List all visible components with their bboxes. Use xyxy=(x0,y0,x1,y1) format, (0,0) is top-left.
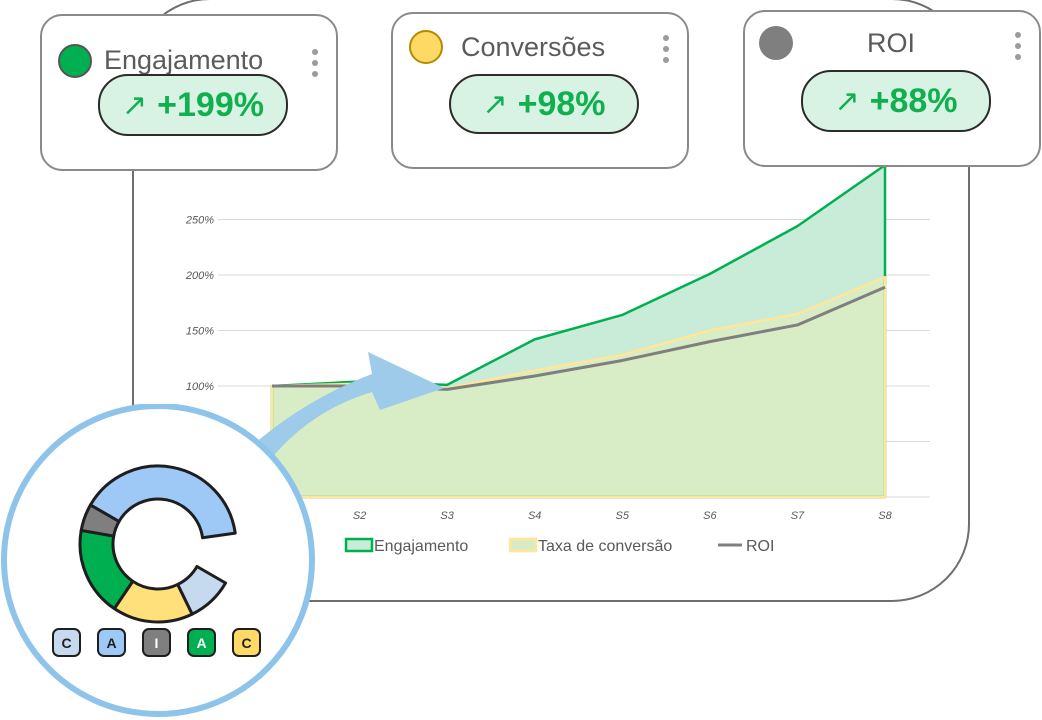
card-title: Engajamento xyxy=(104,45,264,75)
caiac-lens xyxy=(1,404,315,717)
y-tick-label: 200% xyxy=(185,270,214,282)
y-tick-label: 250% xyxy=(185,215,214,227)
engajamento-color-dot xyxy=(58,44,92,78)
logo-segment xyxy=(176,565,228,616)
trend-up-icon: ↗ xyxy=(834,84,860,118)
growth-pill: ↗ +88% xyxy=(801,70,991,132)
card-title: ROI xyxy=(867,28,916,58)
growth-value: +199% xyxy=(157,85,264,124)
x-tick-label: S4 xyxy=(528,510,541,522)
logo-segment xyxy=(112,579,194,624)
y-tick-label: 150% xyxy=(186,326,214,338)
x-tick-label: S8 xyxy=(878,510,892,522)
trend-up-icon: ↗ xyxy=(482,87,508,121)
more-options-icon[interactable] xyxy=(1015,32,1021,65)
caiac-logo-icon xyxy=(78,464,237,624)
y-axis-ticks: 100% 150% 200% 250% xyxy=(185,215,214,394)
growth-value: +88% xyxy=(869,81,958,120)
curved-arrow xyxy=(252,352,444,470)
more-options-icon[interactable] xyxy=(663,35,669,68)
legend-label: Taxa de conversão xyxy=(538,538,672,555)
logo-segment xyxy=(78,528,135,611)
legend-label: Engajamento xyxy=(374,538,468,555)
card-roi: ROI ↗ +88% xyxy=(743,10,1041,167)
growth-pill: ↗ +199% xyxy=(98,74,288,136)
legend-swatch xyxy=(508,537,538,553)
more-options-icon[interactable] xyxy=(312,49,318,82)
series-area-1 xyxy=(272,277,885,497)
card-conversoes: Conversões ↗ +98% xyxy=(391,12,689,169)
caiac-badges: C A I A C xyxy=(52,628,277,657)
x-tick-label: S6 xyxy=(703,510,717,522)
conversoes-color-dot xyxy=(409,30,443,64)
x-tick-label: S3 xyxy=(440,510,454,522)
x-tick-label: S2 xyxy=(353,510,366,522)
lens-ring xyxy=(1,404,315,717)
badge-c: C xyxy=(232,628,261,657)
badge-a: A xyxy=(187,628,216,657)
series-line-0 xyxy=(270,163,887,499)
growth-pill: ↗ +98% xyxy=(449,74,639,134)
card-engajamento: Engajamento ↗ +199% xyxy=(40,14,338,171)
x-axis-ticks: S2 S3 S4 S5 S6 S7 S8 xyxy=(353,510,893,522)
badge-i: I xyxy=(142,628,171,657)
chart-areas xyxy=(272,165,885,498)
x-tick-label: S7 xyxy=(791,510,805,522)
roi-color-dot xyxy=(759,26,793,60)
badge-c: C xyxy=(52,628,81,657)
trend-up-icon: ↗ xyxy=(122,88,148,122)
card-title: Conversões xyxy=(461,32,606,62)
logo-segment xyxy=(88,464,237,540)
badge-a: A xyxy=(97,628,126,657)
legend-label: ROI xyxy=(746,538,774,555)
chart-legend: Engajamento Taxa de conversão ROI xyxy=(344,537,774,555)
legend-swatch xyxy=(344,537,374,553)
x-tick-label: S5 xyxy=(616,510,630,522)
y-tick-label: 100% xyxy=(186,381,214,393)
growth-value: +98% xyxy=(517,84,606,123)
